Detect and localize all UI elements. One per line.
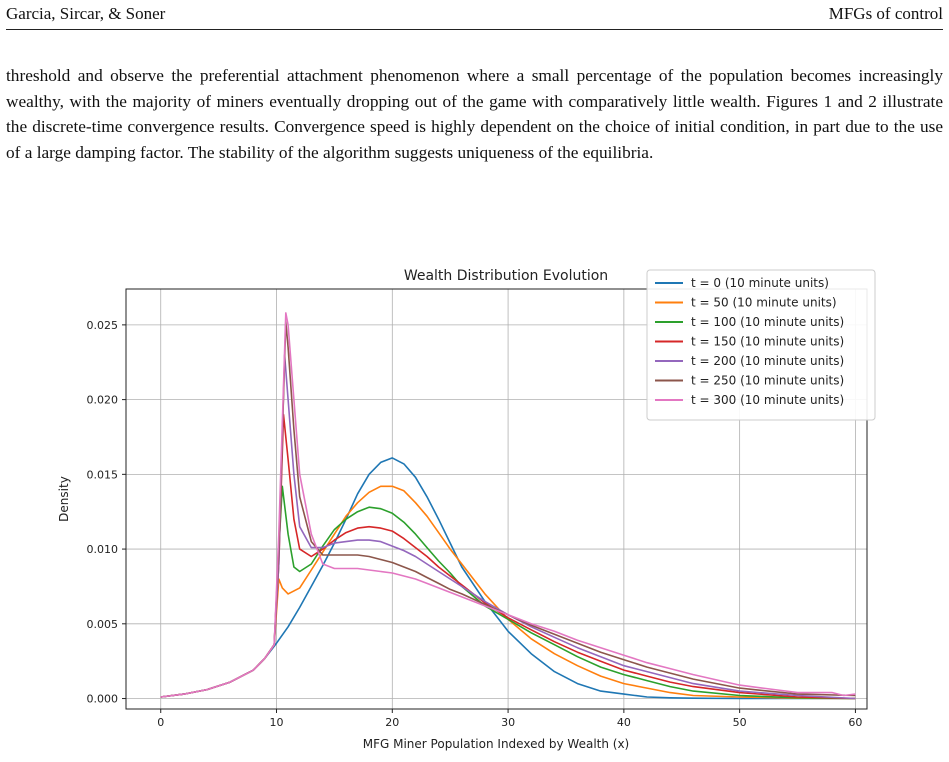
y-tick-label: 0.015 [87,468,119,481]
header-authors: Garcia, Sircar, & Soner [6,4,166,23]
chart-title: Wealth Distribution Evolution [404,268,608,284]
x-axis-label: MFG Miner Population Indexed by Wealth (… [363,737,630,751]
running-header: Garcia, Sircar, & Soner MFGs of control [6,0,943,30]
legend-label-6: t = 300 (10 minute units) [691,393,844,407]
y-tick-label: 0.020 [87,394,119,407]
y-axis-label: Density [57,476,71,522]
y-tick-label: 0.025 [87,319,119,332]
series-line-6 [160,312,856,698]
x-tick-label: 0 [157,716,164,729]
series-lines [160,312,856,700]
x-tick-label: 20 [385,716,399,729]
x-tick-label: 60 [848,716,862,729]
figure-wealth-distribution: Wealth Distribution Evolution 0 10 20 30 40 5… [0,262,949,762]
legend-label-2: t = 100 (10 minute units) [691,315,844,329]
legend-label-1: t = 50 (10 minute units) [691,296,837,310]
header-short-title: MFGs of control [828,4,943,23]
legend-items: t = 0 (10 minute units) t = 50 (10 minute… [655,276,844,407]
y-tick-label: 0.010 [87,543,119,556]
x-tick-label: 10 [270,716,284,729]
x-tick-label: 30 [501,716,515,729]
body-paragraph: threshold and observe the preferential a… [6,66,943,162]
y-tick-label: 0.000 [87,693,119,706]
legend-label-0: t = 0 (10 minute units) [691,276,829,290]
legend-label-3: t = 150 (10 minute units) [691,335,844,349]
x-tick-label: 40 [617,716,631,729]
x-tick-label: 50 [733,716,747,729]
y-axis-ticks: 0.000 0.005 0.010 0.015 0.020 0.025 [87,319,126,706]
legend-label-5: t = 250 (10 minute units) [691,374,844,388]
series-line-0 [160,457,856,700]
header-rule [6,29,943,30]
legend-label-4: t = 200 (10 minute units) [691,354,844,368]
plot-frame [125,288,868,710]
wealth-distribution-chart: Wealth Distribution Evolution 0 10 20 30 40 5… [57,268,876,751]
y-tick-label: 0.005 [87,618,119,631]
legend: t = 0 (10 minute units) t = 50 (10 minute… [646,269,876,421]
x-axis-ticks: 0 10 20 30 40 50 60 [157,709,862,729]
legend-box [646,269,876,421]
